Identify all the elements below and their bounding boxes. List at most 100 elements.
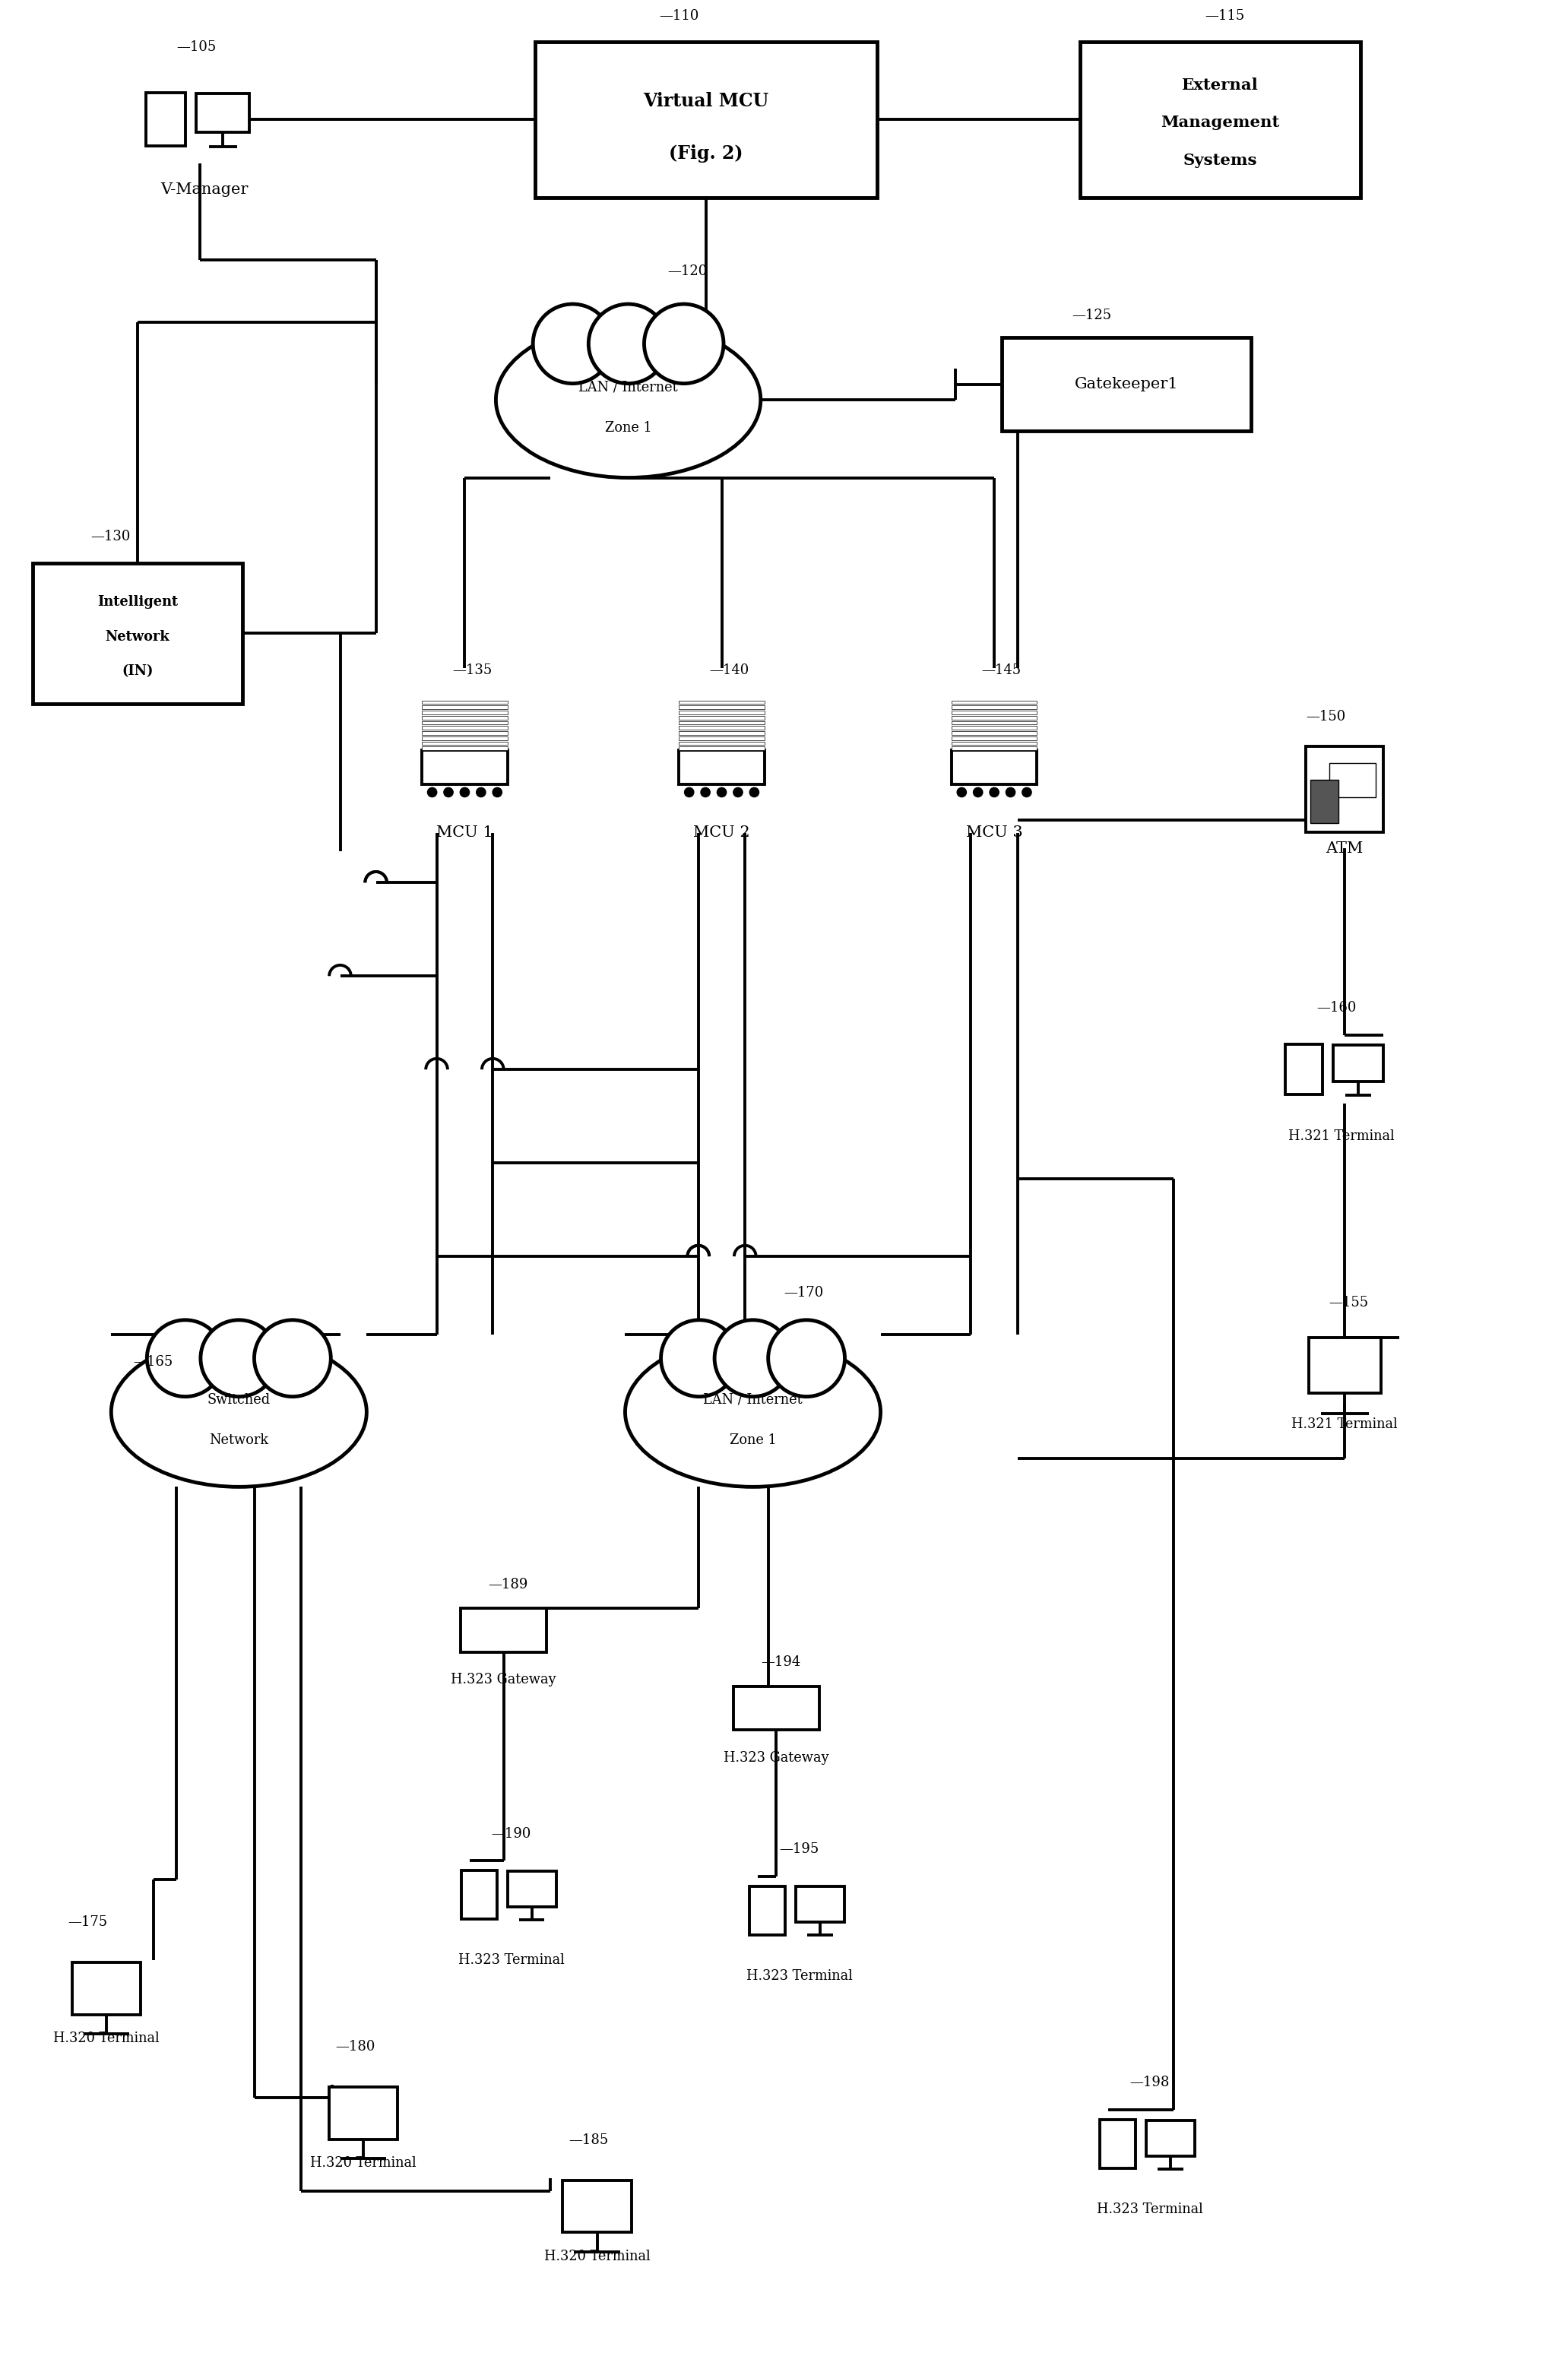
Bar bbox=[422, 741, 508, 746]
Bar bbox=[33, 562, 243, 704]
Bar bbox=[679, 720, 765, 725]
Text: —185: —185 bbox=[569, 2134, 608, 2148]
Text: H.323 Terminal: H.323 Terminal bbox=[458, 1953, 564, 1967]
Bar bbox=[679, 706, 765, 708]
Bar bbox=[952, 720, 1036, 725]
Bar bbox=[461, 1871, 497, 1920]
Text: MCU 3: MCU 3 bbox=[966, 826, 1022, 840]
Bar bbox=[146, 92, 185, 146]
Text: —175: —175 bbox=[67, 1915, 107, 1929]
Bar bbox=[329, 2087, 398, 2139]
Circle shape bbox=[956, 788, 966, 798]
Circle shape bbox=[533, 304, 613, 384]
Text: —165: —165 bbox=[133, 1355, 172, 1369]
Text: —105: —105 bbox=[177, 40, 216, 54]
Bar bbox=[795, 1887, 844, 1922]
Circle shape bbox=[644, 304, 723, 384]
Bar bbox=[422, 711, 508, 715]
Circle shape bbox=[459, 788, 469, 798]
Text: Virtual MCU: Virtual MCU bbox=[643, 92, 768, 111]
Circle shape bbox=[768, 1320, 845, 1398]
Bar bbox=[1330, 762, 1375, 798]
Circle shape bbox=[750, 788, 759, 798]
Text: H.323 Terminal: H.323 Terminal bbox=[1098, 2202, 1203, 2217]
Text: —130: —130 bbox=[91, 529, 130, 544]
Bar bbox=[72, 1962, 141, 2014]
Bar bbox=[508, 1871, 557, 1906]
Bar bbox=[1286, 1045, 1322, 1094]
Bar bbox=[952, 711, 1036, 715]
Ellipse shape bbox=[495, 322, 760, 478]
Text: —189: —189 bbox=[488, 1577, 528, 1591]
Circle shape bbox=[201, 1320, 278, 1398]
Text: —110: —110 bbox=[660, 9, 699, 24]
Text: H.320 Terminal: H.320 Terminal bbox=[310, 2155, 417, 2169]
Text: ATM: ATM bbox=[1327, 840, 1364, 856]
Bar bbox=[750, 1887, 786, 1934]
Text: H.323 Gateway: H.323 Gateway bbox=[723, 1751, 829, 1765]
Text: Management: Management bbox=[1160, 115, 1279, 129]
Bar bbox=[952, 746, 1036, 751]
Text: —150: —150 bbox=[1306, 711, 1345, 725]
Circle shape bbox=[588, 304, 668, 384]
Text: Network: Network bbox=[105, 631, 169, 642]
Bar bbox=[1333, 1045, 1383, 1082]
Circle shape bbox=[734, 788, 743, 798]
Bar bbox=[679, 751, 765, 784]
Bar bbox=[422, 746, 508, 751]
Bar bbox=[422, 706, 508, 708]
Text: —135: —135 bbox=[452, 664, 492, 678]
Bar bbox=[952, 701, 1036, 704]
Text: —170: —170 bbox=[784, 1287, 823, 1299]
Bar bbox=[952, 706, 1036, 708]
Bar bbox=[461, 1609, 547, 1652]
Circle shape bbox=[428, 788, 437, 798]
Bar bbox=[679, 701, 765, 704]
Bar bbox=[952, 732, 1036, 734]
Circle shape bbox=[492, 788, 502, 798]
Ellipse shape bbox=[111, 1337, 367, 1487]
Bar bbox=[952, 741, 1036, 746]
Bar bbox=[563, 2181, 632, 2233]
Text: —145: —145 bbox=[982, 664, 1021, 678]
Bar bbox=[422, 720, 508, 725]
Bar bbox=[952, 751, 1036, 784]
Bar bbox=[1080, 42, 1361, 198]
Text: H.320 Terminal: H.320 Terminal bbox=[544, 2249, 651, 2264]
Bar bbox=[679, 736, 765, 739]
Bar bbox=[679, 711, 765, 715]
Bar bbox=[679, 741, 765, 746]
Text: H.321 Terminal: H.321 Terminal bbox=[1292, 1419, 1397, 1431]
Text: —140: —140 bbox=[709, 664, 750, 678]
Circle shape bbox=[147, 1320, 224, 1398]
Text: MCU 2: MCU 2 bbox=[693, 826, 750, 840]
Text: —155: —155 bbox=[1330, 1297, 1369, 1308]
Bar bbox=[952, 715, 1036, 720]
Circle shape bbox=[974, 788, 983, 798]
Text: Switched: Switched bbox=[207, 1393, 271, 1407]
Circle shape bbox=[989, 788, 999, 798]
Text: LAN / Internet: LAN / Internet bbox=[702, 1393, 803, 1407]
Text: —160: —160 bbox=[1317, 1002, 1356, 1014]
Text: —198: —198 bbox=[1131, 2075, 1170, 2089]
Text: Gatekeeper1: Gatekeeper1 bbox=[1074, 376, 1179, 391]
Bar bbox=[1002, 336, 1251, 431]
Text: Systems: Systems bbox=[1182, 153, 1258, 167]
Bar bbox=[734, 1687, 818, 1729]
Ellipse shape bbox=[626, 1337, 881, 1487]
Text: H.323 Terminal: H.323 Terminal bbox=[746, 1969, 853, 1984]
Circle shape bbox=[1005, 788, 1014, 798]
Bar bbox=[679, 746, 765, 751]
Bar bbox=[422, 701, 508, 704]
Text: —180: —180 bbox=[336, 2040, 375, 2054]
Text: V-Manager: V-Manager bbox=[162, 184, 248, 198]
Text: —195: —195 bbox=[779, 1842, 818, 1857]
Text: H.321 Terminal: H.321 Terminal bbox=[1289, 1129, 1394, 1144]
Circle shape bbox=[685, 788, 693, 798]
Bar bbox=[679, 732, 765, 734]
Text: —115: —115 bbox=[1204, 9, 1245, 24]
Text: —194: —194 bbox=[760, 1657, 800, 1668]
Bar bbox=[422, 727, 508, 729]
Circle shape bbox=[444, 788, 453, 798]
Text: (IN): (IN) bbox=[122, 664, 154, 678]
